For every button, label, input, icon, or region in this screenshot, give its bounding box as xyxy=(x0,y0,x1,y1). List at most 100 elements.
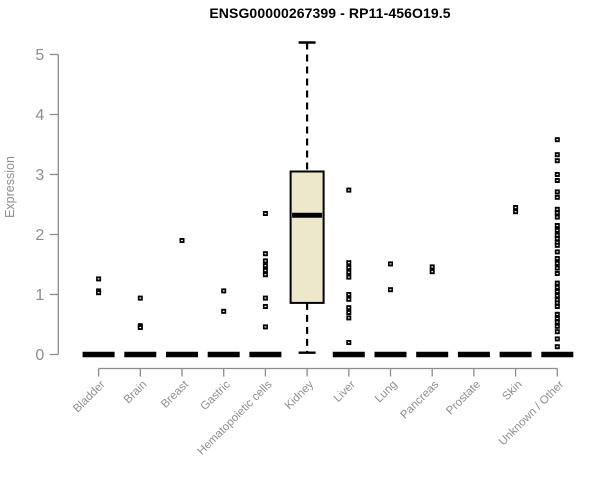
zero-expression-bar xyxy=(499,351,532,358)
data-point-center xyxy=(431,266,434,268)
data-point-center xyxy=(264,305,267,308)
x-category-label: Breast xyxy=(159,378,192,411)
data-point-center xyxy=(264,212,267,215)
data-point-center xyxy=(556,338,559,340)
y-axis-title: Expression xyxy=(3,156,17,218)
iqr-box xyxy=(289,170,325,304)
data-point-center xyxy=(556,295,559,297)
data-point-center xyxy=(556,191,559,193)
data-point-center xyxy=(556,346,559,348)
x-category-label: Lung xyxy=(373,379,400,406)
data-point-center xyxy=(97,278,100,280)
zero-expression-bar xyxy=(166,351,198,358)
data-point-center xyxy=(514,211,517,213)
data-point-center xyxy=(556,257,559,260)
zero-expression-bar xyxy=(416,351,449,358)
y-tick-label: 2 xyxy=(35,227,44,244)
data-point-center xyxy=(556,241,559,243)
data-point-center xyxy=(264,253,267,255)
data-point-center xyxy=(264,265,267,267)
data-point-center xyxy=(556,229,559,231)
data-point-center xyxy=(431,271,434,273)
data-point-center xyxy=(556,286,559,288)
data-point-center xyxy=(556,262,559,264)
data-point-center xyxy=(556,179,559,182)
data-point-center xyxy=(556,244,559,246)
y-tick-label: 3 xyxy=(35,167,44,184)
zero-expression-bar xyxy=(541,351,574,358)
data-point-center xyxy=(556,331,559,333)
x-category-label: Bladder xyxy=(71,379,108,416)
data-point-center xyxy=(347,317,350,319)
data-point-center xyxy=(556,173,559,176)
data-point-center xyxy=(347,307,350,309)
data-point-center xyxy=(347,266,350,269)
zero-expression-bar xyxy=(124,351,157,358)
data-point-center xyxy=(556,317,559,320)
zero-expression-bar xyxy=(82,351,115,358)
zero-expression-bar xyxy=(207,351,240,358)
data-point-center xyxy=(139,326,142,329)
data-point-center xyxy=(556,160,559,162)
data-point-center xyxy=(347,189,350,191)
data-point-center xyxy=(347,293,350,296)
x-category-label: Hematopoietic cells xyxy=(196,378,275,457)
data-point-center xyxy=(347,341,350,344)
x-category-label: Skin xyxy=(500,379,524,403)
data-point-center xyxy=(556,325,559,327)
data-point-center xyxy=(556,299,559,301)
data-point-center xyxy=(347,276,350,278)
data-point-center xyxy=(556,267,559,269)
x-category-label: Pancreas xyxy=(398,378,441,421)
data-point-center xyxy=(556,251,559,253)
data-point-center xyxy=(556,290,559,293)
data-point-center xyxy=(347,262,350,264)
data-point-center xyxy=(389,289,392,291)
x-category-label: Liver xyxy=(332,379,358,405)
data-point-center xyxy=(514,206,517,209)
data-point-center xyxy=(264,260,267,262)
data-point-center xyxy=(347,298,350,300)
data-point-center xyxy=(97,292,100,294)
data-point-center xyxy=(556,282,559,284)
y-tick-label: 4 xyxy=(35,107,44,124)
data-point-center xyxy=(389,263,392,265)
data-point-center xyxy=(139,297,142,299)
y-tick-label: 5 xyxy=(35,47,44,64)
data-point-center xyxy=(556,139,559,141)
data-point-center xyxy=(556,224,559,227)
y-tick-label: 0 xyxy=(35,347,44,364)
data-point-center xyxy=(264,297,267,299)
data-point-center xyxy=(556,212,559,214)
data-point-center xyxy=(264,326,267,328)
x-category-label: Prostate xyxy=(444,379,483,418)
data-point-center xyxy=(347,271,350,273)
x-category-label: Gastric xyxy=(199,378,233,412)
zero-expression-bar xyxy=(374,351,407,358)
data-point-center xyxy=(556,216,559,218)
data-point-center xyxy=(556,272,559,275)
data-point-center xyxy=(181,239,183,242)
x-category-label: Kidney xyxy=(283,378,317,412)
zero-expression-bar xyxy=(332,351,365,358)
data-point-center xyxy=(556,154,559,156)
data-point-center xyxy=(222,290,225,292)
data-point-center xyxy=(556,238,559,240)
chart-title: ENSG00000267399 - RP11-456O19.5 xyxy=(209,5,451,21)
data-point-center xyxy=(556,302,559,304)
data-point-center xyxy=(556,234,559,236)
data-point-center xyxy=(264,269,267,272)
data-point-center xyxy=(222,310,225,312)
data-point-center xyxy=(556,313,559,315)
data-point-center xyxy=(347,311,350,314)
data-point-center xyxy=(556,196,559,198)
y-tick-label: 1 xyxy=(35,287,44,304)
zero-expression-bar xyxy=(249,351,282,358)
x-category-label: Brain xyxy=(122,379,149,406)
data-point-center xyxy=(556,208,559,210)
data-point-center xyxy=(556,321,559,323)
zero-expression-bar xyxy=(457,351,490,358)
data-point-center xyxy=(556,305,559,308)
